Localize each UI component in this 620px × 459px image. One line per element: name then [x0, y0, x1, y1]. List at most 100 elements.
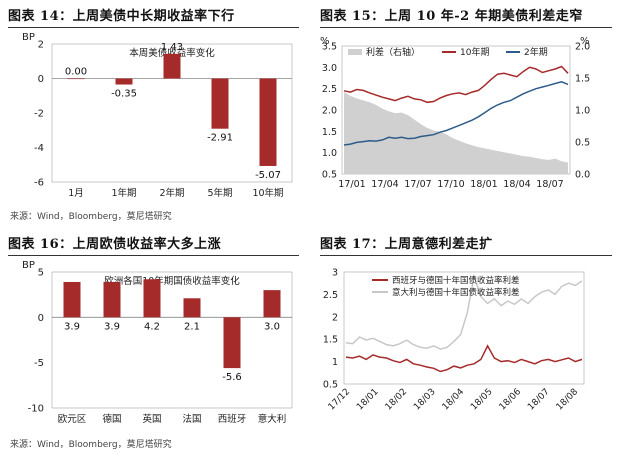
bar: [183, 298, 201, 318]
line-2y: [343, 81, 569, 146]
chart-subtitle: 欧洲各国10年期国债收益率变化: [104, 275, 240, 287]
data-label: 0.00: [65, 67, 87, 78]
chart-subtitle: 本周美债收益率变化: [129, 47, 215, 59]
legend-label: 西班牙与德国十年国债收益率利差: [392, 275, 520, 286]
x-tick-label: 德国: [102, 413, 121, 425]
bar: [259, 78, 277, 166]
y-tick-label: 2.5: [323, 290, 338, 301]
data-label: 4.2: [144, 321, 160, 332]
chart17-title-rule: [320, 255, 612, 256]
bar: [263, 290, 281, 318]
y-tick-label: -6: [34, 178, 44, 189]
x-tick-label: 18/07: [536, 179, 563, 190]
x-tick-label: 18/03: [412, 387, 437, 412]
source-note-top: 来源：Wind，Bloomberg，莫尼塔研究: [10, 212, 172, 222]
y-left-tick-label: 1.0: [322, 148, 337, 159]
y-tick-label: 0: [38, 313, 44, 324]
chart15-title: 图表 15：上周 10 年-2 年期美债利差走窄: [320, 9, 583, 24]
data-label: -5.07: [255, 170, 281, 181]
legend-swatch-spread: [348, 49, 362, 55]
y-axis-unit: BP: [22, 32, 35, 43]
y-tick-label: -4: [34, 143, 44, 154]
x-tick-label: 10年期: [252, 187, 283, 199]
chart16-title: 图表 16：上周欧债收益率大多上涨: [8, 237, 222, 252]
data-label: -5.6: [222, 372, 242, 383]
y-axis-unit: BP: [22, 260, 35, 271]
source-note-bottom: 来源：Wind，Bloomberg，莫尼塔研究: [10, 440, 172, 450]
y-left-tick-label: 3.5: [322, 42, 337, 53]
x-tick-label: 18/06: [498, 387, 524, 413]
x-tick-label: 18/08: [555, 387, 581, 413]
x-tick-label: 18/01: [470, 179, 497, 190]
x-tick-label: 2年期: [159, 187, 184, 199]
y-right-tick-label: 0.5: [575, 138, 590, 149]
data-label: 1.43: [161, 42, 183, 53]
y-right-tick-label: 1.0: [575, 106, 590, 117]
bar: [211, 78, 229, 129]
y-tick-label: 1.5: [323, 335, 338, 346]
y-tick-label: 3: [332, 268, 338, 279]
x-tick-label: 18/05: [469, 387, 494, 412]
chart16-title-rule: [8, 255, 299, 256]
line-italy-germany: [345, 273, 583, 350]
x-tick-label: 18/07: [526, 387, 551, 412]
x-tick-label: 17/01: [338, 179, 365, 190]
x-tick-label: 1月: [68, 188, 84, 199]
data-label: 3.9: [104, 321, 120, 332]
data-label: 3.0: [264, 321, 280, 332]
spread-vs-germany-chart: 0.5 1 1.5 2 2.5 3 西班牙与德国十年国债收益率利差意大利与德国十年国债收益率…: [323, 268, 585, 413]
chart14-title-rule: [8, 27, 299, 28]
y-tick-label: 0.5: [323, 380, 338, 391]
plot-frame: [51, 43, 293, 183]
bar: [63, 281, 81, 318]
bar: [67, 78, 85, 80]
bar: [163, 53, 181, 79]
y-tick-label: 1: [332, 357, 338, 368]
chart15-title-rule: [320, 27, 612, 28]
legend-label-2y: 2年期: [524, 46, 548, 58]
x-tick-label: 18/02: [384, 387, 409, 412]
x-tick-label: 1年期: [111, 187, 136, 199]
legend-label: 意大利与德国十年国债收益率利差: [392, 287, 520, 298]
line-spain-germany: [345, 344, 583, 373]
y-tick-label: 2: [332, 312, 338, 323]
us-yield-change-bar-chart: 本周美债收益率变化 BP -6 -4 -2 0 2 0.00 1月 -0.35 1年期 1.43 2年期…: [22, 32, 293, 199]
y-tick-label: -2: [34, 109, 44, 120]
x-tick-label: 17/10: [437, 179, 464, 190]
y-left-tick-label: 3.0: [322, 63, 337, 74]
bar: [143, 279, 161, 318]
bar: [115, 78, 133, 85]
y-left-tick-label: 0.5: [322, 170, 337, 181]
x-tick-label: 17/12: [327, 387, 352, 412]
bar: [103, 281, 121, 318]
chart17-title: 图表 17：上周意德利差走扩: [320, 237, 493, 252]
y-left-tick-label: 2.0: [322, 106, 337, 117]
line-10y: [343, 65, 569, 104]
data-label: 3.9: [64, 321, 80, 332]
us-10y-2y-spread-chart: % % 0.5 1.0 1.5 2.0 2.5 3.0 3.5 0.0 0.5 1.0 1.5 2.0 17…: [320, 36, 590, 190]
x-tick-label: 5年期: [207, 187, 232, 199]
legend-label-spread: 利差（右轴）: [366, 46, 420, 58]
plot-frame: [343, 271, 585, 385]
y-right-tick-label: 2.0: [575, 42, 590, 53]
x-tick-label: 欧元区: [58, 413, 87, 425]
x-tick-label: 18/04: [441, 387, 467, 413]
legend-label-10y: 10年期: [460, 46, 489, 58]
eu-yield-change-bar-chart: 欧洲各国10年期国债收益率变化 BP -10 -5 0 5 3.9 欧元区 3.9 德国 4.2 英国…: [22, 260, 293, 425]
x-tick-label: 18/01: [355, 387, 380, 412]
y-right-tick-label: 0.0: [575, 170, 590, 181]
x-tick-label: 法国: [182, 413, 201, 425]
y-tick-label: 2: [38, 40, 44, 51]
y-tick-label: -5: [34, 358, 44, 369]
data-label: 2.1: [184, 321, 200, 332]
x-tick-label: 英国: [142, 413, 161, 425]
y-tick-label: 5: [38, 268, 44, 279]
x-tick-label: 17/04: [371, 179, 398, 190]
y-left-tick-label: 1.5: [322, 127, 337, 138]
y-tick-label: 0: [38, 74, 44, 85]
x-tick-label: 西班牙: [218, 413, 247, 425]
spread-area: [344, 92, 568, 174]
chart14-title: 图表 14：上周美债中长期收益率下行: [8, 9, 235, 24]
plot-frame: [51, 271, 293, 409]
y-left-tick-label: 2.5: [322, 84, 337, 95]
